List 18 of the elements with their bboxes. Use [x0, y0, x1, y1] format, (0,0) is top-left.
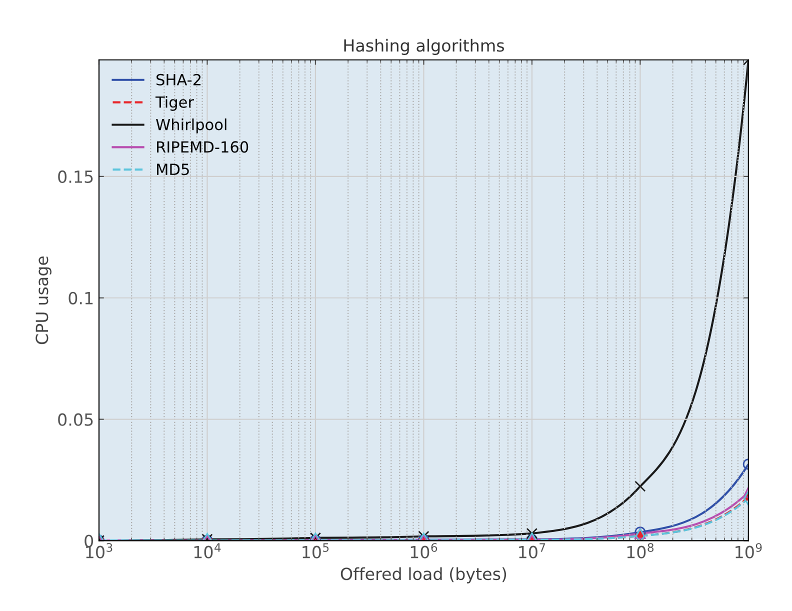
x-tick-label: 10$^{4}$	[194, 543, 221, 558]
legend-label: Whirlpool	[156, 118, 226, 134]
y-axis-title: CPU usage	[36, 256, 52, 344]
x-tick-label: 10$^{8}$	[627, 543, 654, 558]
x-axis-title: Offered load (bytes)	[340, 567, 506, 584]
x-tick-label: 10$^{6}$	[410, 543, 438, 558]
legend-label: SHA-2	[156, 74, 201, 86]
x-tick-label: 10$^{7}$	[519, 543, 546, 558]
legend-label: Tiger	[155, 96, 194, 111]
line-series	[99, 60, 748, 541]
x-tick-label: 10$^{9}$	[736, 543, 762, 558]
y-tick-label: 0.15	[58, 170, 93, 184]
legend-label: RIPEMD-160	[157, 141, 248, 153]
legend-label: MD5	[157, 164, 189, 176]
y-tick-label: 0.1	[68, 292, 93, 304]
y-tick-label: 0.05	[58, 413, 93, 426]
x-tick-label: 10$^{5}$	[302, 543, 329, 558]
chart-title: Hashing algorithms	[344, 38, 504, 56]
